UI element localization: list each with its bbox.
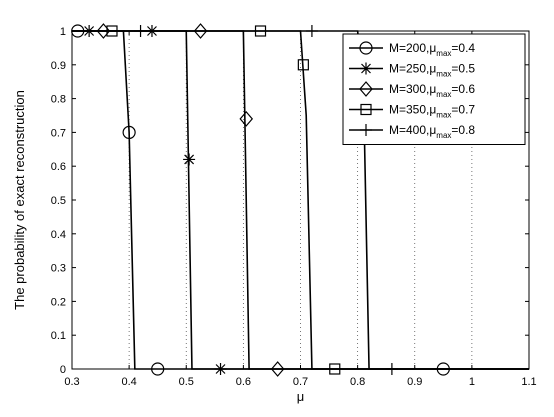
x-tick-label-0.6: 0.6 xyxy=(236,376,251,388)
x-tick-label-0.4: 0.4 xyxy=(121,376,136,388)
series-3-marker-4 xyxy=(270,361,285,377)
series-3-marker-2 xyxy=(193,23,208,39)
y-tick-label-0: 0 xyxy=(60,364,66,376)
legend-label-3: M=300,μmax=0.6 xyxy=(389,82,475,99)
series-2-marker-3 xyxy=(183,153,196,166)
x-tick-label-0.9: 0.9 xyxy=(407,376,422,388)
legend-marker-3 xyxy=(359,81,373,97)
x-tick-label-0.7: 0.7 xyxy=(293,376,308,388)
axis-ticks: 0.3 0.4 0.5 0.6 0.7 0.8 0.9 1 1.1 0 0.1 0.2 0.3 0.4 0.… xyxy=(51,26,537,388)
series-3-marker-3 xyxy=(239,110,254,127)
y-tick-label-0.5: 0.5 xyxy=(51,195,66,207)
x-tick-label-0.8: 0.8 xyxy=(350,376,365,388)
legend-marker-1 xyxy=(359,41,373,55)
x-axis-title: μ xyxy=(297,389,305,404)
legend-label-1: M=200,μmax=0.4 xyxy=(389,41,475,58)
y-tick-label-1: 1 xyxy=(60,26,66,38)
x-tick-label-1.1: 1.1 xyxy=(521,376,536,388)
y-tick-label-0.6: 0.6 xyxy=(51,161,66,173)
x-tick-label-1: 1 xyxy=(469,376,475,388)
legend: M=200,μmax=0.4 M=250,μmax=0.5 M=300,μmax=0… xyxy=(342,33,526,145)
y-tick-label-0.8: 0.8 xyxy=(51,94,66,106)
y-tick-label-0.7: 0.7 xyxy=(51,127,66,139)
y-axis-title: The probability of exact reconstruction xyxy=(12,90,27,310)
legend-label-2: M=250,μmax=0.5 xyxy=(389,62,475,79)
x-tick-label-0.3: 0.3 xyxy=(64,376,79,388)
legend-marker-4 xyxy=(360,103,372,116)
y-tick-label-0.9: 0.9 xyxy=(51,60,66,72)
series-4-marker-3 xyxy=(297,59,309,71)
legend-marker-5 xyxy=(360,124,372,136)
legend-label-4: M=350,μmax=0.7 xyxy=(389,103,475,120)
legend-label-5: M=400,μmax=0.8 xyxy=(389,123,475,140)
legend-marker-2 xyxy=(360,62,372,75)
y-tick-label-0.2: 0.2 xyxy=(51,296,66,308)
y-tick-label-0.3: 0.3 xyxy=(51,263,66,275)
y-tick-label-0.1: 0.1 xyxy=(51,330,66,342)
x-tick-label-0.5: 0.5 xyxy=(179,376,194,388)
y-tick-label-0.4: 0.4 xyxy=(51,229,66,241)
series-1-marker-2 xyxy=(122,125,136,139)
